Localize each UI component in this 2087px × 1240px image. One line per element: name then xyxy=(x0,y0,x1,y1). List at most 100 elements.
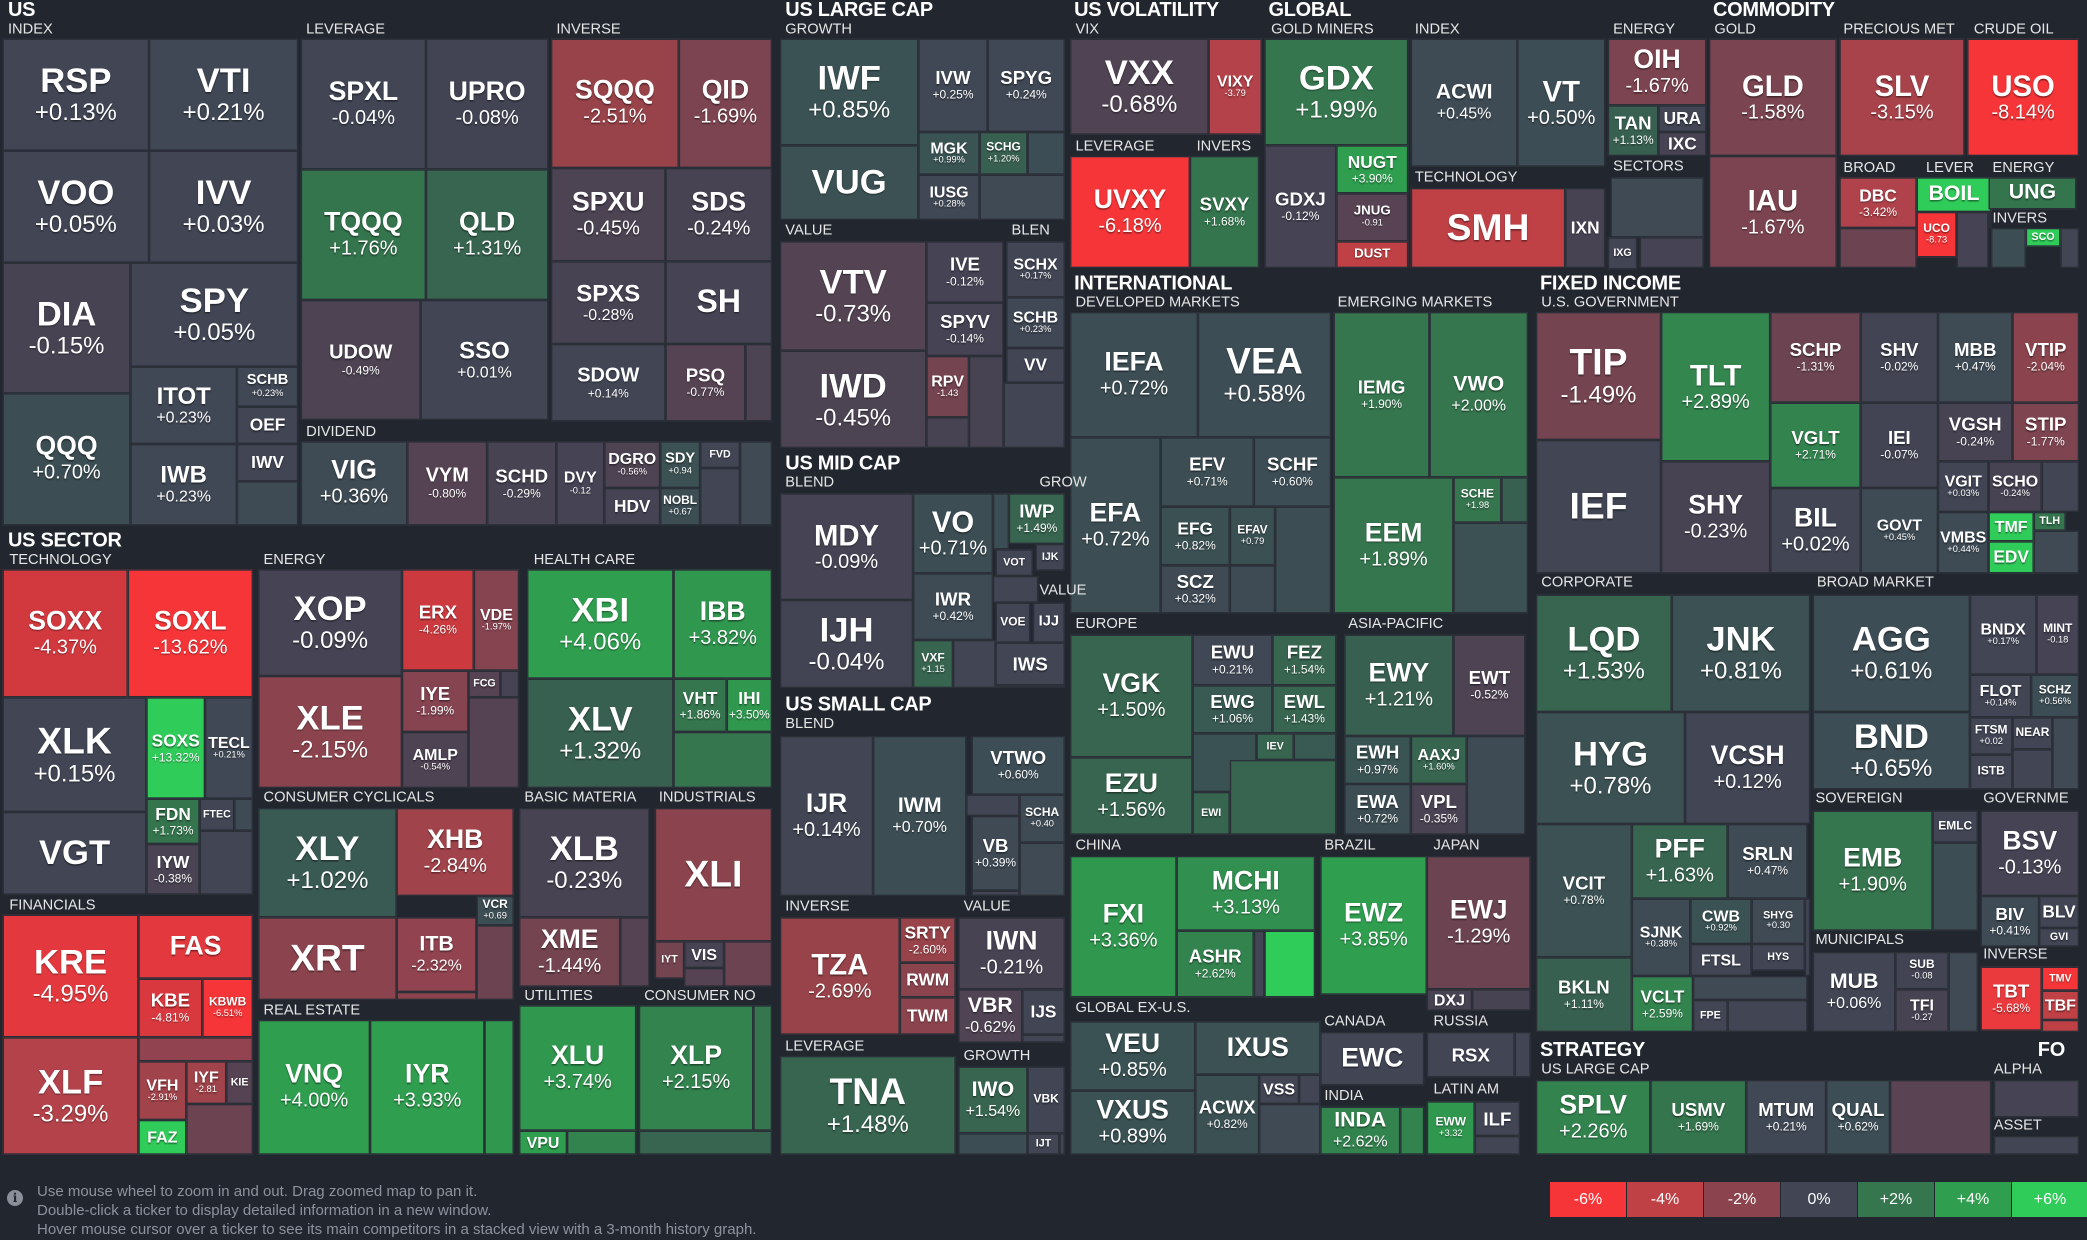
ticker-tile-ilf[interactable]: ILF xyxy=(1474,1101,1521,1136)
minor-ticker-tile[interactable] xyxy=(1253,930,1265,998)
ticker-tile-tan[interactable]: TAN +1.13% xyxy=(1607,105,1659,156)
ticker-tile-vwo[interactable]: VWO +2.00% xyxy=(1429,311,1528,478)
ticker-tile-udow[interactable]: UDOW -0.49% xyxy=(300,299,421,420)
ticker-tile-xlv[interactable]: XLV +1.32% xyxy=(527,678,674,788)
ticker-tile-acwx[interactable]: ACWX +0.82% xyxy=(1195,1074,1260,1155)
ticker-tile-vb[interactable]: VB +0.39% xyxy=(971,815,1020,891)
ticker-tile-qual[interactable]: QUAL +0.62% xyxy=(1826,1079,1891,1155)
ticker-tile-ijs[interactable]: IJS xyxy=(1022,989,1065,1035)
ticker-tile-stip[interactable]: STIP -1.77% xyxy=(2012,402,2080,462)
ticker-tile-jnug[interactable]: JNUG -0.91 xyxy=(1336,193,1409,242)
ticker-tile-ura[interactable]: URA xyxy=(1658,105,1707,132)
ticker-tile-vgit[interactable]: VGIT +0.03% xyxy=(1937,461,1989,512)
ticker-tile-vo[interactable]: VO +0.71% xyxy=(913,493,993,574)
ticker-tile-slv[interactable]: SLV -3.15% xyxy=(1839,38,1965,156)
ticker-tile-hdv[interactable]: HDV xyxy=(604,487,661,526)
minor-ticker-tile[interactable] xyxy=(1890,1079,1992,1155)
ticker-tile-vbr[interactable]: VBR -0.62% xyxy=(958,989,1023,1043)
ticker-tile-dgro[interactable]: DGRO -0.56% xyxy=(604,441,661,488)
ticker-tile-emb[interactable]: EMB +1.90% xyxy=(1812,810,1933,931)
ticker-tile-jnk[interactable]: JNK +0.81% xyxy=(1671,594,1811,712)
ticker-tile-dbc[interactable]: DBC -3.42% xyxy=(1839,177,1917,228)
ticker-tile-vig[interactable]: VIG +0.36% xyxy=(300,441,408,526)
minor-ticker-tile[interactable] xyxy=(396,991,477,1000)
ticker-tile-scz[interactable]: SCZ +0.32% xyxy=(1160,565,1230,614)
ticker-tile-tqqq[interactable]: TQQQ +1.76% xyxy=(300,169,426,300)
ticker-tile-xlk[interactable]: XLK +0.15% xyxy=(2,697,147,812)
minor-ticker-tile[interactable] xyxy=(1839,227,1917,268)
ticker-tile-uvxy[interactable]: UVXY -6.18% xyxy=(1070,155,1190,268)
ticker-tile-vv[interactable]: VV xyxy=(1006,347,1065,383)
minor-ticker-tile[interactable] xyxy=(1610,177,1704,238)
minor-ticker-tile[interactable] xyxy=(2041,1019,2080,1032)
ticker-tile-iyr[interactable]: IYR +3.93% xyxy=(370,1019,485,1155)
ticker-tile-iws[interactable]: IWS xyxy=(995,642,1065,686)
ticker-tile-iwf[interactable]: IWF +0.85% xyxy=(779,38,919,146)
ticker-tile-schb[interactable]: SCHB +0.23% xyxy=(236,366,299,407)
ticker-tile-dust[interactable]: DUST xyxy=(1336,241,1409,268)
ticker-tile-dxj[interactable]: DXJ xyxy=(1426,989,1473,1011)
minor-ticker-tile[interactable] xyxy=(1027,131,1065,175)
ticker-tile-spyg[interactable]: SPYG +0.24% xyxy=(987,38,1065,132)
ticker-tile-iyf[interactable]: IYF -2.81 xyxy=(186,1061,227,1104)
ticker-tile-boil[interactable]: BOIL xyxy=(1916,177,1992,212)
minor-ticker-tile[interactable] xyxy=(1229,565,1276,614)
ticker-tile-shy[interactable]: SHY -0.23% xyxy=(1661,461,1771,574)
ticker-tile-ewi[interactable]: EWI xyxy=(1192,791,1230,835)
minor-ticker-tile[interactable] xyxy=(1991,227,2026,268)
ticker-tile-soxx[interactable]: SOXX -4.37% xyxy=(2,569,128,698)
ticker-tile-iei[interactable]: IEI -0.07% xyxy=(1860,402,1938,488)
ticker-tile-scha[interactable]: SCHA +0.40 xyxy=(1019,794,1065,843)
ticker-tile-govt[interactable]: GOVT +0.45% xyxy=(1860,487,1938,574)
ticker-tile-sds[interactable]: SDS -0.24% xyxy=(665,167,772,262)
ticker-tile-schz[interactable]: SCHZ +0.56% xyxy=(2031,674,2080,718)
minor-ticker-tile[interactable] xyxy=(1019,842,1065,896)
minor-ticker-tile[interactable] xyxy=(673,731,772,788)
minor-ticker-tile[interactable] xyxy=(1264,930,1316,998)
ticker-tile-vnq[interactable]: VNQ +4.00% xyxy=(258,1019,371,1155)
ticker-tile-erx[interactable]: ERX -4.26% xyxy=(401,569,474,671)
ticker-tile-hyg[interactable]: HYG +0.78% xyxy=(1535,711,1686,824)
ticker-tile-fpe[interactable]: FPE xyxy=(1693,999,1728,1032)
ticker-tile-acwi[interactable]: ACWI +0.45% xyxy=(1410,38,1518,167)
ticker-tile-xlf[interactable]: XLF -3.29% xyxy=(2,1037,139,1155)
ticker-tile-vpl[interactable]: VPL -0.35% xyxy=(1410,783,1467,835)
ticker-tile-mbb[interactable]: MBB +0.47% xyxy=(1937,311,2013,403)
ticker-tile-vpu[interactable]: VPU xyxy=(519,1130,568,1155)
ticker-tile-ewz[interactable]: EWZ +3.85% xyxy=(1320,855,1427,995)
ticker-tile-tmv[interactable]: TMV xyxy=(2041,966,2080,991)
minor-ticker-tile[interactable] xyxy=(234,798,253,831)
ticker-tile-gdx[interactable]: GDX +1.99% xyxy=(1264,38,1409,146)
ticker-tile-qqq[interactable]: QQQ +0.70% xyxy=(2,393,131,526)
ticker-tile-iemg[interactable]: IEMG +1.90% xyxy=(1333,311,1430,478)
ticker-tile-edv[interactable]: EDV xyxy=(1988,541,2034,574)
ticker-tile-spy[interactable]: SPY +0.05% xyxy=(130,262,299,367)
minor-ticker-tile[interactable] xyxy=(2052,717,2080,790)
ticker-tile-agg[interactable]: AGG +0.61% xyxy=(1812,594,1970,712)
ticker-tile-ixus[interactable]: IXUS xyxy=(1195,1021,1321,1075)
ticker-tile-vea[interactable]: VEA +0.58% xyxy=(1197,311,1331,438)
ticker-tile-schp[interactable]: SCHP -1.31% xyxy=(1770,311,1861,403)
minor-ticker-tile[interactable] xyxy=(1453,522,1528,614)
ticker-tile-ftsm[interactable]: FTSM +0.02 xyxy=(1969,717,2013,755)
minor-ticker-tile[interactable] xyxy=(952,639,996,688)
ticker-tile-ixc[interactable]: IXC xyxy=(1658,131,1707,156)
minor-ticker-tile[interactable] xyxy=(1299,1074,1321,1104)
ticker-tile-iefa[interactable]: IEFA +0.72% xyxy=(1070,311,1198,438)
minor-ticker-tile[interactable] xyxy=(199,830,253,895)
minor-ticker-tile[interactable] xyxy=(684,967,725,987)
minor-ticker-tile[interactable] xyxy=(567,1130,637,1155)
ticker-tile-fvd[interactable]: FVD xyxy=(700,441,741,468)
ticker-tile-hys[interactable]: HYS xyxy=(1751,943,1805,971)
ticker-tile-tna[interactable]: TNA +1.48% xyxy=(779,1055,956,1155)
ticker-tile-uso[interactable]: USO -8.14% xyxy=(1967,38,2080,156)
ticker-tile-vcsh[interactable]: VCSH +0.12% xyxy=(1685,711,1811,824)
minor-ticker-tile[interactable] xyxy=(745,343,772,422)
ticker-tile-ixg[interactable]: IXG xyxy=(1607,237,1638,270)
ticker-tile-kbwb[interactable]: KBWB -6.51% xyxy=(202,978,253,1038)
ticker-tile-ftec[interactable]: FTEC xyxy=(199,798,235,831)
minor-ticker-tile[interactable] xyxy=(1466,735,1526,835)
ticker-tile-faz[interactable]: FAZ xyxy=(138,1119,187,1155)
ticker-tile-uco[interactable]: UCO -8.73 xyxy=(1916,211,1957,258)
ticker-tile-mgk[interactable]: MGK +0.99% xyxy=(918,131,980,175)
